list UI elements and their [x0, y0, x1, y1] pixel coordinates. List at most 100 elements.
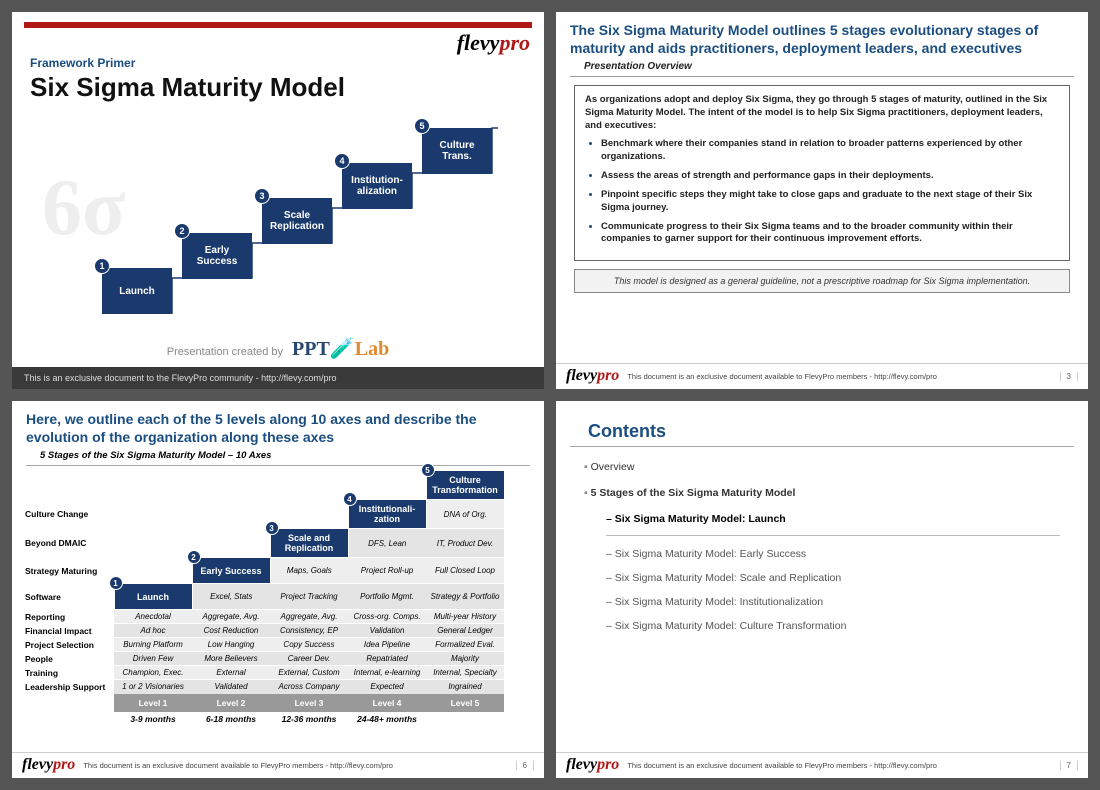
- contents-title: Contents: [570, 401, 1074, 447]
- level-4: Level 4: [348, 694, 426, 712]
- axis-leadership-support: Leadership Support: [22, 680, 114, 694]
- toc-early-success: Six Sigma Maturity Model: Early Success: [606, 548, 1060, 560]
- stair-num-3: 3: [254, 188, 270, 204]
- slide3-subtitle: 5 Stages of the Six Sigma Maturity Model…: [26, 448, 530, 466]
- created-by-row: Presentation created by PPT🧪Lab: [12, 336, 544, 361]
- level-5: Level 5: [426, 694, 504, 712]
- slide3-footer: flevypro This document is an exclusive d…: [12, 752, 544, 778]
- months-2: 6-18 months: [192, 712, 270, 726]
- col-head-1: 1Launch: [114, 584, 192, 610]
- logo-flevy: flevy: [457, 30, 500, 55]
- cell: Project Tracking: [270, 584, 348, 610]
- level-3: Level 3: [270, 694, 348, 712]
- toc-5-stages: 5 Stages of the Six Sigma Maturity Model: [584, 487, 1060, 499]
- stair-label-3: Scale Replication: [264, 210, 330, 232]
- months-4: 24-48+ months: [348, 712, 426, 726]
- slide2-subtitle: Presentation Overview: [570, 61, 1074, 77]
- created-by-text: Presentation created by: [167, 346, 283, 358]
- slide2-title: The Six Sigma Maturity Model outlines 5 …: [556, 12, 1088, 61]
- cell: Strategy & Portfolio: [426, 584, 504, 610]
- cell: IT, Product Dev.: [426, 529, 504, 558]
- level-2: Level 2: [192, 694, 270, 712]
- stair-num-4: 4: [334, 153, 350, 169]
- flevypro-logo: flevypro: [457, 30, 530, 56]
- stair-culture-trans: 5Culture Trans.: [422, 128, 492, 174]
- framework-primer-label: Framework Primer: [30, 56, 526, 70]
- stair-label-5: Culture Trans.: [424, 140, 490, 162]
- axes-table: 5Culture Transformation Culture Change 4…: [22, 470, 505, 726]
- staircase-diagram: 6σ 1Launch 2Early Success 3Scale Replica…: [12, 103, 544, 336]
- heading-block: Framework Primer Six Sigma Maturity Mode…: [12, 56, 544, 103]
- col-head-5: 5Culture Transformation: [426, 471, 504, 500]
- cell: DFS, Lean: [348, 529, 426, 558]
- contents-list: Overview 5 Stages of the Six Sigma Matur…: [556, 447, 1088, 658]
- axis-culture-change: Culture Change: [22, 500, 114, 529]
- footer-text: This document is an exclusive document a…: [627, 372, 1053, 381]
- months-3: 12-36 months: [270, 712, 348, 726]
- bullet-3: Pinpoint specific steps they might take …: [601, 189, 1059, 215]
- axis-reporting: Reporting: [22, 610, 114, 624]
- stair-scale-replication: 3Scale Replication: [262, 198, 332, 244]
- axis-software: Software: [22, 584, 114, 610]
- slide-footer: This is an exclusive document to the Fle…: [12, 367, 544, 389]
- axis-people: People: [22, 652, 114, 666]
- months-1: 3-9 months: [114, 712, 192, 726]
- footer-text: This document is an exclusive document a…: [627, 761, 1053, 770]
- toc-overview: Overview: [584, 461, 1060, 473]
- months-5: [426, 712, 504, 726]
- cell: Full Closed Loop: [426, 558, 504, 584]
- toc-scale-replication: Six Sigma Maturity Model: Scale and Repl…: [606, 572, 1060, 584]
- footer-text: This document is an exclusive document a…: [83, 761, 509, 770]
- logo-row: flevypro: [12, 28, 544, 56]
- stair-num-2: 2: [174, 223, 190, 239]
- page-number: 7: [1060, 761, 1078, 770]
- slide4-footer: flevypro This document is an exclusive d…: [556, 752, 1088, 778]
- toc-culture-transformation: Six Sigma Maturity Model: Culture Transf…: [606, 620, 1060, 632]
- stair-label-2: Early Success: [184, 245, 250, 267]
- level-1: Level 1: [114, 694, 192, 712]
- bullet-2: Assess the areas of strength and perform…: [601, 170, 1059, 183]
- pptlab-logo: PPT🧪Lab: [292, 338, 389, 360]
- bullet-4: Communicate progress to their Six Sigma …: [601, 221, 1059, 247]
- slide3-title: Here, we outline each of the 5 levels al…: [12, 401, 544, 448]
- axes-table-wrap: 5Culture Transformation Culture Change 4…: [12, 466, 544, 726]
- footer-logo: flevypro: [566, 367, 619, 385]
- overview-box: As organizations adopt and deploy Six Si…: [574, 85, 1070, 261]
- axis-financial-impact: Financial Impact: [22, 624, 114, 638]
- footer-logo: flevypro: [566, 756, 619, 774]
- stair-institutionalization: 4Institution-alization: [342, 163, 412, 209]
- footer-logo: flevypro: [22, 756, 75, 774]
- stair-early-success: 2Early Success: [182, 233, 252, 279]
- slide2-footer: flevypro This document is an exclusive d…: [556, 363, 1088, 389]
- cell: Excel, Stats: [192, 584, 270, 610]
- cell: DNA of Org.: [426, 500, 504, 529]
- toc-launch: Six Sigma Maturity Model: Launch: [606, 513, 1060, 536]
- stair-num-5: 5: [414, 118, 430, 134]
- col-head-2: 2Early Success: [192, 558, 270, 584]
- cell: Project Roll-up: [348, 558, 426, 584]
- axis-beyond-dmaic: Beyond DMAIC: [22, 529, 114, 558]
- stair-num-1: 1: [94, 258, 110, 274]
- slide-4-contents: Contents Overview 5 Stages of the Six Si…: [556, 401, 1088, 778]
- main-title: Six Sigma Maturity Model: [30, 72, 526, 103]
- page-number: 6: [516, 761, 534, 770]
- cell: Portfolio Mgmt.: [348, 584, 426, 610]
- cell: Maps, Goals: [270, 558, 348, 584]
- overview-intro: As organizations adopt and deploy Six Si…: [585, 94, 1059, 132]
- stair-launch: 1Launch: [102, 268, 172, 314]
- page-number: 3: [1060, 372, 1078, 381]
- logo-pro: pro: [499, 30, 530, 55]
- slide-3-axes: Here, we outline each of the 5 levels al…: [12, 401, 544, 778]
- guideline-note: This model is designed as a general guid…: [574, 269, 1070, 293]
- axis-strategy-maturing: Strategy Maturing: [22, 558, 114, 584]
- stair-label-1: Launch: [119, 286, 155, 297]
- col-head-4: 4Institutionali-zation: [348, 500, 426, 529]
- bullet-1: Benchmark where their companies stand in…: [601, 138, 1059, 164]
- toc-institutionalization: Six Sigma Maturity Model: Institutionali…: [606, 596, 1060, 608]
- axis-project-selection: Project Selection: [22, 638, 114, 652]
- slide-1-title: flevypro Framework Primer Six Sigma Matu…: [12, 12, 544, 389]
- slide-2-overview: The Six Sigma Maturity Model outlines 5 …: [556, 12, 1088, 389]
- axis-training: Training: [22, 666, 114, 680]
- col-head-3: 3Scale and Replication: [270, 529, 348, 558]
- overview-bullets: Benchmark where their companies stand in…: [601, 138, 1059, 246]
